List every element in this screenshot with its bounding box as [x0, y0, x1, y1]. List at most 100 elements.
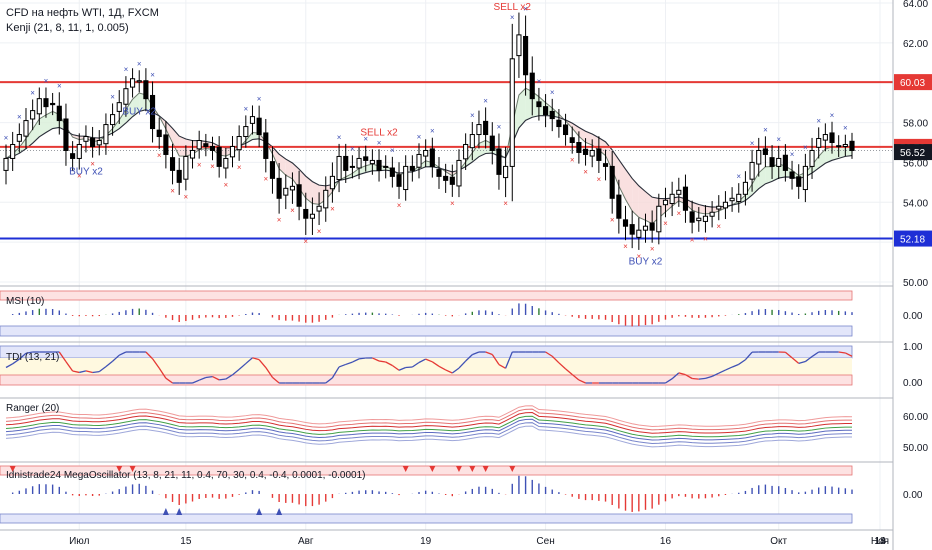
candle-body: [356, 157, 362, 169]
candle-body: [576, 142, 582, 153]
tdi-line-segment: [791, 357, 800, 364]
high-marker: ×: [363, 135, 368, 144]
tdi-line-segment: [491, 354, 500, 365]
tdi-line-segment: [571, 373, 580, 381]
tdi-line-segment: [731, 363, 740, 368]
ma-band-segment: [125, 99, 133, 123]
ma-band-segment: [478, 140, 486, 157]
candle-body: [682, 186, 689, 211]
candle-body: [403, 165, 409, 191]
candle-body: [183, 155, 189, 180]
low-marker: ×: [570, 156, 575, 165]
candle-body: [123, 88, 129, 105]
ma-band-segment: [299, 169, 306, 199]
candle-body: [523, 35, 529, 76]
mega-buy-arrow: [276, 508, 283, 515]
tdi-line-segment: [358, 357, 366, 360]
tdi-line-segment: [671, 372, 680, 380]
x-tick-label: Авг: [298, 536, 314, 547]
candle-body: [96, 140, 102, 146]
tdi-line-segment: [58, 351, 67, 362]
ma-band-segment: [272, 146, 280, 169]
low-marker: ×: [503, 199, 508, 208]
msi-title: MSI (10): [6, 296, 44, 307]
mega-sell-arrow: [509, 466, 516, 472]
tdi-line-segment: [811, 351, 820, 358]
tdi-line-segment: [391, 364, 400, 371]
msi-y-tick: 0.00: [903, 311, 923, 322]
candle-body: [529, 72, 535, 100]
candle-body: [656, 205, 662, 233]
candle-body: [143, 80, 149, 100]
x-tick-label: 19: [420, 536, 432, 547]
candle-body: [649, 222, 655, 231]
x-tick-label: Окт: [770, 536, 787, 547]
candle-body: [423, 149, 429, 157]
tdi-line-segment: [345, 361, 353, 366]
candle-body: [343, 155, 349, 171]
candle-body: [289, 185, 296, 191]
tdi-line-segment: [158, 367, 167, 379]
tdi-line-segment: [411, 361, 420, 368]
tdi-line-segment: [372, 357, 380, 362]
candle-body: [443, 175, 449, 181]
pane-labels: CFD на нефть WTI, 1Д, FXCM Kenji (21, 8,…: [6, 7, 365, 481]
candle-body: [496, 148, 502, 175]
candle-body: [103, 124, 109, 145]
tdi-line-segment: [225, 374, 233, 380]
ma-band-segment: [765, 166, 773, 184]
ma-band-segment: [285, 159, 293, 179]
candle-body: [263, 132, 269, 159]
candle-body: [642, 225, 649, 231]
candle-body: [469, 134, 475, 149]
high-marker: ×: [830, 111, 835, 120]
candle-body: [609, 165, 615, 199]
candle-body: [349, 165, 355, 168]
tdi-line-segment: [98, 366, 107, 373]
ranger-y-tick: 60.00: [903, 412, 928, 423]
ma-band-segment: [132, 93, 140, 117]
candle-body: [722, 201, 728, 209]
candle-body: [163, 134, 169, 155]
ma-band-segment: [292, 162, 300, 189]
candle-body: [209, 145, 216, 151]
candle-body: [596, 148, 602, 161]
high-marker: ×: [17, 112, 22, 121]
candle-body: [396, 174, 402, 187]
candle-body: [156, 129, 162, 138]
mega-buy-arrow: [256, 508, 263, 515]
candle-body: [822, 134, 828, 141]
tdi-line-segment: [5, 363, 13, 369]
tdi-line-segment: [258, 359, 267, 368]
high-marker: ×: [803, 143, 808, 152]
ma-band-segment: [365, 163, 373, 173]
low-marker: ×: [450, 199, 455, 208]
candle-body: [30, 110, 36, 120]
candle-body: [76, 143, 82, 159]
level-price-label: 60.03: [900, 78, 925, 89]
tdi-line-segment: [692, 377, 699, 380]
low-marker: ×: [583, 168, 588, 177]
candle-body: [416, 153, 422, 168]
ma-band-segment: [752, 172, 759, 196]
tdi-line-segment: [505, 351, 513, 369]
candle-body: [249, 116, 256, 124]
candle-body: [369, 159, 375, 165]
y-tick-label: 62.00: [903, 39, 928, 50]
low-marker: ×: [650, 245, 655, 254]
candle-body: [742, 181, 748, 195]
high-marker: ×: [337, 133, 342, 142]
y-tick-label: 50.00: [903, 278, 928, 289]
tdi-line-segment: [551, 355, 560, 364]
ma-band-segment: [692, 202, 699, 213]
tdi-line-segment: [72, 370, 80, 374]
candle-body: [589, 149, 595, 157]
candle-body: [762, 148, 768, 155]
ma-band-segment: [25, 129, 33, 149]
tdi-line-segment: [85, 370, 93, 374]
candle-body: [283, 187, 289, 196]
high-marker: ×: [150, 71, 155, 80]
symbol-title: CFD на нефть WTI, 1Д, FXCM: [6, 7, 159, 19]
tdi-line-segment: [192, 379, 200, 384]
